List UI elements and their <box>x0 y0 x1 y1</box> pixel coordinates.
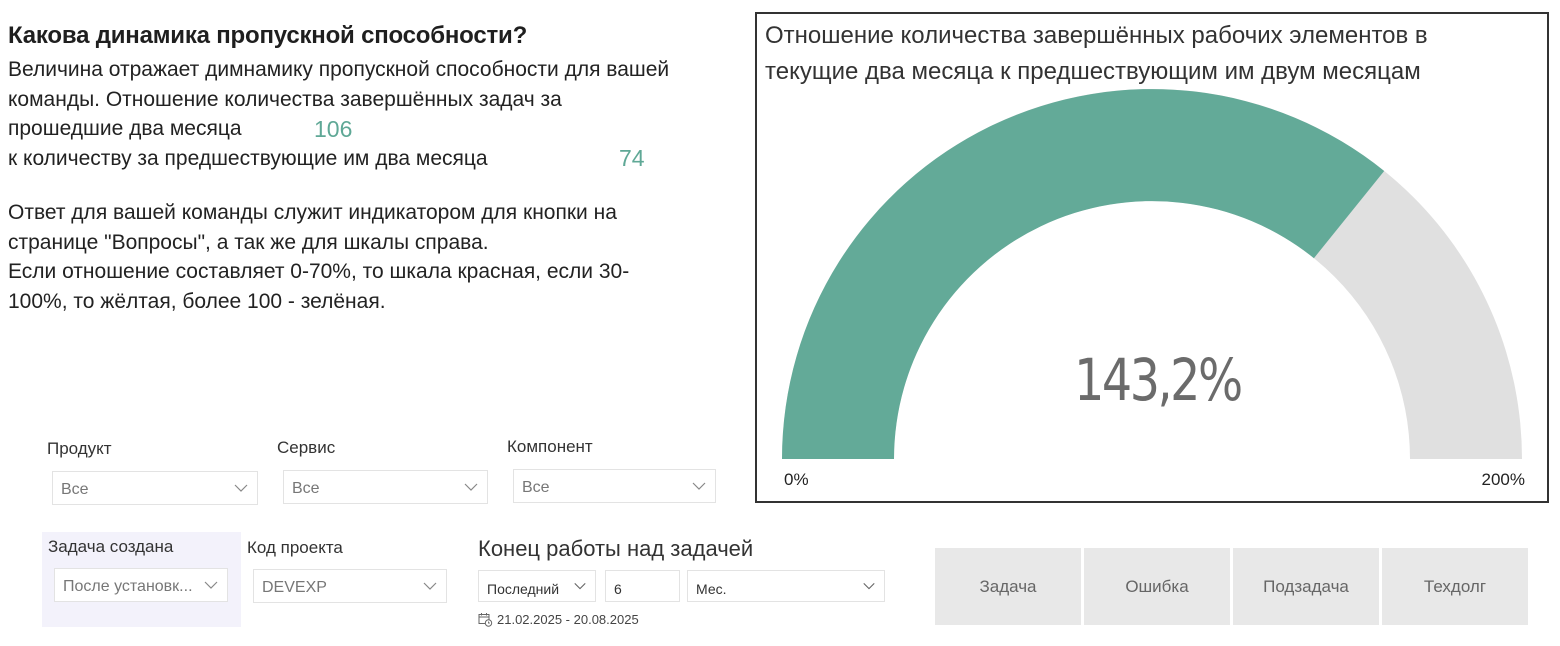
description-line: к количеству за предшествующие им два ме… <box>8 146 488 170</box>
product-filter-label: Продукт <box>47 439 112 458</box>
chevron-down-icon <box>204 581 218 589</box>
relative-unit-dropdown[interactable]: Мес. <box>687 570 885 602</box>
type-button-task[interactable]: Задача <box>935 548 1081 625</box>
description-line: команды. Отношение количества завершённы… <box>8 87 562 111</box>
note-line: странице "Вопросы", а так же для шкалы с… <box>8 230 489 254</box>
indicator-note: Ответ для вашей команды служит индикатор… <box>8 198 629 316</box>
created-filter-label: Задача создана <box>48 537 174 556</box>
chevron-down-icon <box>863 582 875 590</box>
gauge-min-label: 0% <box>784 470 809 489</box>
type-button-bug[interactable]: Ошибка <box>1084 548 1230 625</box>
gauge-chart <box>782 89 1522 460</box>
date-range: 21.02.2025 - 20.08.2025 <box>478 612 639 627</box>
gauge-max-label: 200% <box>1481 470 1525 489</box>
chevron-down-icon <box>464 483 478 491</box>
previous-period-count: 74 <box>619 144 645 171</box>
product-dropdown-value: Все <box>61 481 89 498</box>
type-button-techdebt[interactable]: Техдолг <box>1382 548 1528 625</box>
throughput-gauge-card[interactable]: Отношение количества завершённых рабочих… <box>755 12 1549 503</box>
relative-unit-value: Мес. <box>696 581 727 597</box>
relative-mode-value: Последний <box>487 581 560 597</box>
gauge-title-line: текущие два месяца к предшествующим им д… <box>765 58 1421 85</box>
project-code-label: Код проекта <box>247 538 343 557</box>
question-title: Какова динамика пропускной способности? <box>8 22 528 49</box>
chevron-down-icon <box>234 484 248 492</box>
note-line: Если отношение составляет 0-70%, то шкал… <box>8 260 630 283</box>
service-dropdown[interactable]: Все <box>283 470 488 504</box>
end-work-filter-title: Конец работы над задачей <box>478 536 754 561</box>
chevron-down-icon <box>423 582 437 590</box>
description-line: Величина отражает димнамику пропускной с… <box>8 58 670 81</box>
chevron-down-icon <box>574 582 586 590</box>
relative-count-value: 6 <box>614 581 622 597</box>
project-code-value: DEVEXP <box>262 579 327 596</box>
calendar-clock-icon <box>478 613 493 627</box>
service-filter-label: Сервис <box>277 438 336 457</box>
description-line: прошедшие два месяца <box>8 117 242 140</box>
note-line: 100%, то жёлтая, более 100 - зелёная. <box>8 289 386 313</box>
relative-count-input[interactable]: 6 <box>605 570 680 602</box>
gauge-title: Отношение количества завершённых рабочих… <box>765 18 1428 90</box>
created-dropdown-value: После установк... <box>63 578 193 595</box>
note-line: Ответ для вашей команды служит индикатор… <box>8 201 617 224</box>
component-filter-label: Компонент <box>507 437 593 456</box>
gauge-value: 143,2% <box>1074 346 1243 414</box>
component-dropdown-value: Все <box>522 479 550 496</box>
current-period-count: 106 <box>314 116 353 142</box>
relative-mode-dropdown[interactable]: Последний <box>478 570 596 602</box>
created-dropdown[interactable]: После установк... <box>54 568 228 602</box>
product-dropdown[interactable]: Все <box>52 471 258 505</box>
chevron-down-icon <box>692 482 706 490</box>
type-button-subtask[interactable]: Подзадача <box>1233 548 1379 625</box>
date-range-text: 21.02.2025 - 20.08.2025 <box>497 612 639 627</box>
service-dropdown-value: Все <box>292 480 320 497</box>
gauge-title-line: Отношение количества завершённых рабочих… <box>765 22 1428 49</box>
gauge-fill <box>782 89 1385 460</box>
component-dropdown[interactable]: Все <box>513 469 716 503</box>
project-code-dropdown[interactable]: DEVEXP <box>253 569 447 603</box>
description-text: Величина отражает димнамику пропускной с… <box>8 55 669 173</box>
